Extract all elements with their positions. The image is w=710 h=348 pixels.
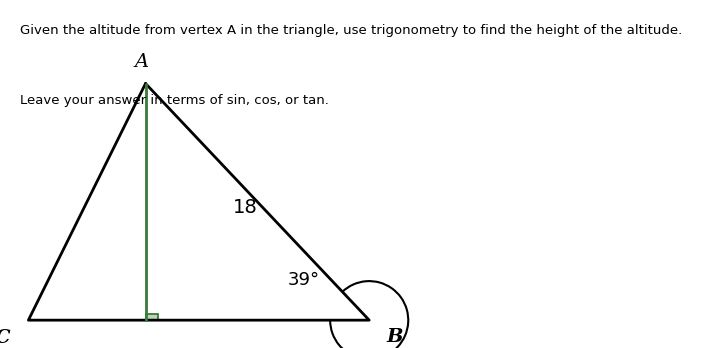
Text: 18: 18 (233, 198, 258, 217)
Text: Leave your answer in terms of sin, cos, or tan.: Leave your answer in terms of sin, cos, … (20, 94, 329, 107)
Text: C: C (0, 329, 11, 347)
Text: Given the altitude from vertex A in the triangle, use trigonometry to find the h: Given the altitude from vertex A in the … (20, 24, 682, 37)
Polygon shape (146, 314, 158, 320)
Text: 39°: 39° (288, 271, 320, 288)
Text: A: A (135, 53, 149, 71)
Text: B: B (387, 328, 403, 346)
